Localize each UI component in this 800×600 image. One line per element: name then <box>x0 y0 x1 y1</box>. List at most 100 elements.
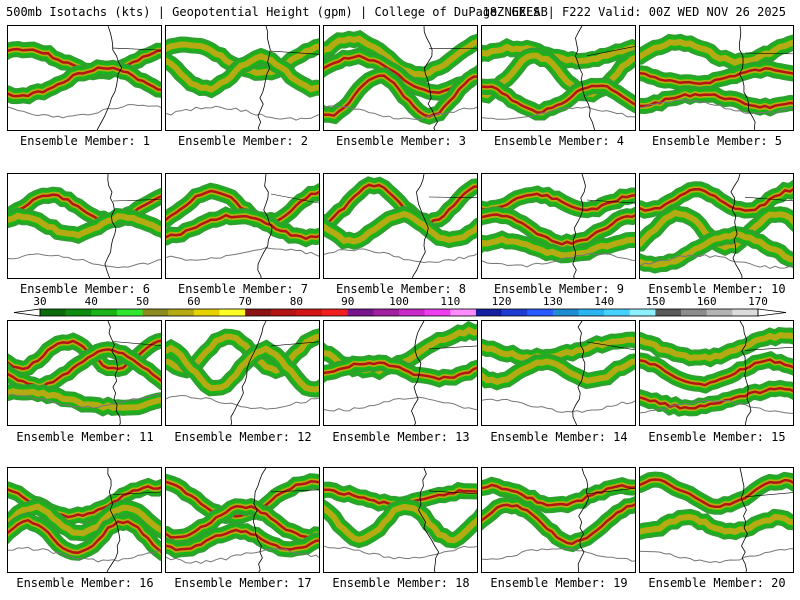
border-line <box>112 491 161 495</box>
colorbar-swatch <box>552 309 579 316</box>
ensemble-member-label: Ensemble Member: 9 <box>493 282 625 296</box>
ensemble-map-panel <box>639 320 794 426</box>
height-contour <box>640 399 793 414</box>
colorbar-tick-label: 90 <box>341 295 355 308</box>
jet-stream-band <box>482 336 635 362</box>
ensemble-map-panel <box>481 320 636 426</box>
ensemble-member-label: Ensemble Member: 4 <box>493 134 625 148</box>
border-line <box>586 488 635 495</box>
border-line <box>112 47 161 51</box>
height-contour <box>324 105 477 121</box>
border-line <box>270 50 319 55</box>
jet-stream-band <box>166 505 319 540</box>
ensemble-map-panel <box>323 467 478 573</box>
colorbar-tick-label: 40 <box>84 295 98 308</box>
ensemble-map-panel <box>7 320 162 426</box>
height-contour <box>166 247 319 261</box>
wind-map <box>640 321 793 425</box>
jet-stream-band <box>482 213 635 246</box>
jet-stream-band <box>482 43 635 65</box>
wind-map <box>640 174 793 278</box>
ensemble-member-label: Ensemble Member: 18 <box>332 576 470 590</box>
height-contour <box>8 546 161 563</box>
coastline <box>106 468 121 572</box>
wind-map <box>8 321 161 425</box>
jet-stream-band <box>8 518 161 555</box>
ensemble-map-panel <box>165 467 320 573</box>
colorbar-tick-label: 100 <box>389 295 409 308</box>
jet-stream-band <box>482 483 635 507</box>
ensemble-map-panel <box>165 173 320 279</box>
coastline <box>96 26 123 130</box>
wind-map <box>324 321 477 425</box>
coastline <box>412 174 429 278</box>
wind-map <box>8 174 161 278</box>
jet-stream-band <box>166 344 319 393</box>
colorbar-swatch <box>193 309 220 316</box>
colorbar-swatch <box>501 309 528 316</box>
wind-map <box>166 468 319 572</box>
height-contour <box>324 545 477 560</box>
jet-stream-band <box>8 212 161 239</box>
ensemble-map-panel <box>165 320 320 426</box>
coastline <box>577 468 590 572</box>
colorbar-swatch <box>91 309 118 316</box>
colorbar-swatch <box>450 309 477 316</box>
ensemble-member-label: Ensemble Member: 19 <box>490 576 628 590</box>
jet-stream-band <box>640 92 793 110</box>
ensemble-member-label: Ensemble Member: 1 <box>19 134 151 148</box>
colorbar-swatch <box>629 309 656 316</box>
jet-stream-band <box>482 358 635 386</box>
colorbar-tick-label: 120 <box>491 295 512 308</box>
height-contour <box>482 106 635 120</box>
height-contour <box>482 548 635 562</box>
height-contour <box>8 104 161 119</box>
jet-stream-band <box>640 67 793 85</box>
border-line <box>744 346 793 351</box>
colorbar-tick-label: 70 <box>238 295 252 308</box>
colorbar-tick-label: 150 <box>645 295 666 308</box>
height-contour <box>324 396 477 412</box>
colorbar-swatch <box>347 309 374 316</box>
coastline <box>107 321 121 425</box>
height-contour <box>166 394 319 410</box>
height-contour <box>166 105 319 121</box>
ensemble-member-label: Ensemble Member: 7 <box>177 282 309 296</box>
chart-header: 500mb Isotachs (kts) | Geopotential Heig… <box>0 0 800 24</box>
coastline <box>739 321 752 425</box>
ensemble-map-panel <box>639 467 794 573</box>
colorbar-tick-label: 140 <box>594 295 615 308</box>
coastline <box>730 174 743 278</box>
wind-map <box>324 174 477 278</box>
jet-stream-band <box>166 53 319 93</box>
jet-stream-band <box>8 339 161 371</box>
colorbar-swatch <box>65 309 92 316</box>
ensemble-map-panel <box>323 173 478 279</box>
ensemble-member-label: Ensemble Member: 16 <box>16 576 154 590</box>
jet-stream-band <box>482 52 635 99</box>
colorbar-swatch <box>270 309 297 316</box>
colorbar-scale <box>13 308 787 317</box>
border-line <box>586 46 635 57</box>
colorbar-swatch <box>424 309 451 316</box>
ensemble-map-panel <box>323 25 478 131</box>
coastline <box>411 321 425 425</box>
ensemble-member-label: Ensemble Member: 3 <box>335 134 467 148</box>
ensemble-member-label: Ensemble Member: 11 <box>16 430 154 444</box>
jet-stream-band <box>482 84 635 114</box>
wind-map <box>166 174 319 278</box>
jet-stream-band <box>640 231 793 269</box>
height-contour <box>324 248 477 264</box>
colorbar-tick-label: 60 <box>187 295 201 308</box>
coastline <box>738 26 756 130</box>
border-line <box>270 341 319 347</box>
jet-stream-band <box>324 74 477 118</box>
ensemble-member-label: Ensemble Member: 8 <box>335 282 467 296</box>
coastline <box>418 468 440 572</box>
height-contour <box>8 253 161 269</box>
border-line <box>586 199 635 204</box>
jet-stream-band <box>324 361 477 381</box>
ensemble-member-label: Ensemble Member: 2 <box>177 134 309 148</box>
border-line <box>270 193 319 204</box>
border-line <box>428 196 477 198</box>
